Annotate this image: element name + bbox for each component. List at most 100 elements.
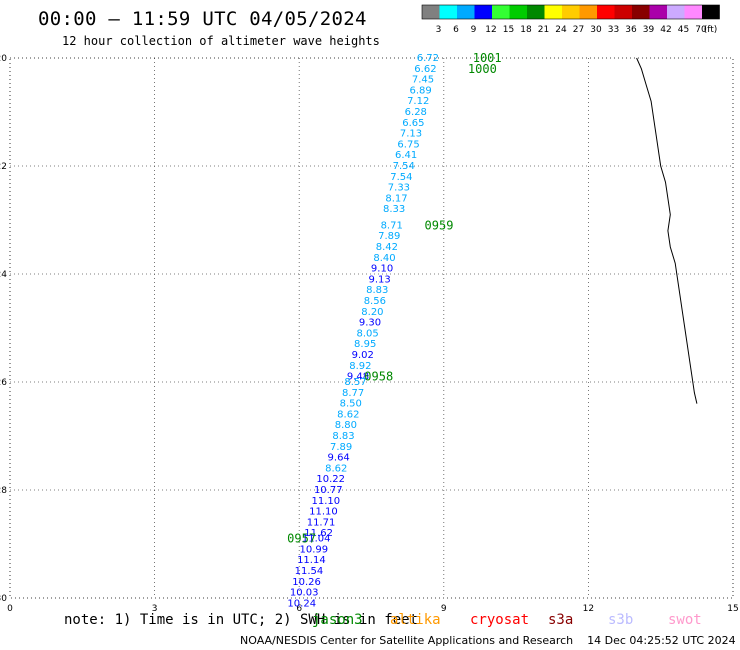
satellite-jason3: jason3 <box>312 612 363 628</box>
x-tick-label: 12 <box>583 604 594 614</box>
legend-swatch <box>474 5 492 19</box>
wave-height-label: 9.64 <box>328 453 350 464</box>
coastline <box>636 57 698 404</box>
wave-height-label: 11.14 <box>297 555 326 566</box>
wave-height-label: 10.99 <box>299 544 328 555</box>
wave-height-label: 8.71 <box>381 220 403 231</box>
wave-height-label: 7.12 <box>407 96 429 107</box>
wave-height-label: 6.41 <box>395 150 417 161</box>
legend-swatch <box>544 5 562 19</box>
wave-height-label: 9.10 <box>371 264 393 275</box>
wave-height-label: 8.77 <box>342 388 364 399</box>
x-tick-label: 9 <box>441 604 447 614</box>
wave-height-label: 6.72 <box>417 53 439 64</box>
legend-label: 70 <box>695 25 707 35</box>
legend-swatch <box>562 5 580 19</box>
legend-label: 30 <box>590 25 602 35</box>
legend-label: 45 <box>678 25 689 35</box>
x-tick-label: 6 <box>296 604 302 614</box>
time-annotation: 1001 <box>473 51 502 65</box>
wave-height-label: 7.54 <box>390 172 412 183</box>
wave-height-label: 8.33 <box>383 204 405 215</box>
credit-line: NOAA/NESDIS Center for Satellite Applica… <box>240 634 736 647</box>
wave-height-label: 8.83 <box>332 431 354 442</box>
y-tick-label: -24 <box>0 270 7 280</box>
legend-label: 18 <box>520 25 532 35</box>
wave-height-label: 10.22 <box>316 474 345 485</box>
legend-swatch <box>457 5 475 19</box>
legend-swatch <box>527 5 545 19</box>
legend-border <box>421 4 720 20</box>
legend-label: 3 <box>436 25 442 35</box>
wave-height-label: 10.03 <box>290 588 319 599</box>
x-tick-label: 0 <box>7 604 13 614</box>
wave-height-label: 8.40 <box>373 253 395 264</box>
time-annotation: 0958 <box>364 370 393 384</box>
legend-label: 39 <box>643 25 655 35</box>
wave-height-label: 10.77 <box>314 485 343 496</box>
legend-label: (ft) <box>704 25 718 35</box>
legend-label: 6 <box>453 25 459 35</box>
wave-height-label: 11.71 <box>307 517 336 528</box>
color-legend: 3 6 9 12 15 18 21 24 27 30 33 36 39 42 45 70(ft) <box>421 4 720 35</box>
y-tick-label: -22 <box>0 162 7 172</box>
x-tick-label: 15 <box>727 604 738 614</box>
wave-height-label: 8.05 <box>356 328 378 339</box>
wave-height-label: 8.95 <box>354 339 376 350</box>
wave-height-label: 7.89 <box>330 442 352 453</box>
satellite-cryosat: cryosat <box>470 612 530 628</box>
y-tick-label: -26 <box>0 378 7 388</box>
wave-height-label: 8.83 <box>366 285 388 296</box>
legend-swatch <box>509 5 527 19</box>
time-annotation: 1000 <box>468 62 497 76</box>
wave-height-label: 8.92 <box>349 361 371 372</box>
wave-height-label: 11.54 <box>295 566 324 577</box>
wave-height-label: 9.02 <box>352 350 374 361</box>
time-annotation: 0959 <box>425 218 454 232</box>
legend-swatch <box>632 5 650 19</box>
legend-label: 27 <box>573 25 584 35</box>
legend-swatch <box>684 5 702 19</box>
legend-swatch <box>702 5 720 19</box>
axes: 0 3 6 9 12 15 -20 -22 -24 -26 -28 -30 <box>0 54 739 614</box>
wave-height-label: 9.13 <box>369 274 391 285</box>
wave-height-label: 8.17 <box>385 193 407 204</box>
wave-height-label: 10.26 <box>292 577 321 588</box>
legend-swatch <box>422 5 440 19</box>
legend-swatch <box>439 5 457 19</box>
legend-swatch <box>649 5 667 19</box>
wave-height-label: 6.65 <box>402 118 424 129</box>
data-points: 6.726.627.456.897.126.286.657.136.756.41… <box>287 53 439 609</box>
y-tick-label: -20 <box>0 54 7 64</box>
wave-height-label: 8.80 <box>335 420 357 431</box>
wave-height-label: 11.10 <box>312 496 341 507</box>
wave-height-label: 10.24 <box>287 598 316 609</box>
wave-height-label: 8.50 <box>340 399 362 410</box>
y-tick-label: -28 <box>0 486 7 496</box>
wave-height-label: 7.33 <box>388 183 410 194</box>
grid-lines <box>9 57 734 599</box>
legend-label: 24 <box>555 25 567 35</box>
legend-label: 9 <box>471 25 477 35</box>
satellite-s3a: s3a <box>548 612 574 628</box>
wave-height-label: 7.54 <box>393 161 415 172</box>
wave-height-label: 7.13 <box>400 129 422 140</box>
satellite-altika: altika <box>390 612 441 628</box>
time-annotation: 0957 <box>287 532 316 546</box>
wave-height-label: 6.28 <box>405 107 427 118</box>
wave-height-label: 7.89 <box>378 231 400 242</box>
wave-height-label: 9.30 <box>359 318 381 329</box>
x-tick-label: 3 <box>152 604 158 614</box>
wave-height-label: 8.57 <box>344 377 366 388</box>
wave-height-label: 11.10 <box>309 507 338 518</box>
wave-height-label: 8.62 <box>337 409 359 420</box>
legend-label: 42 <box>660 25 671 35</box>
y-tick-label: -30 <box>0 594 7 604</box>
legend-swatch <box>667 5 685 19</box>
legend-swatch <box>614 5 632 19</box>
wave-height-label: 6.75 <box>397 139 419 150</box>
chart-subtitle: 12 hour collection of altimeter wave hei… <box>62 34 380 48</box>
legend-label: 33 <box>608 25 619 35</box>
